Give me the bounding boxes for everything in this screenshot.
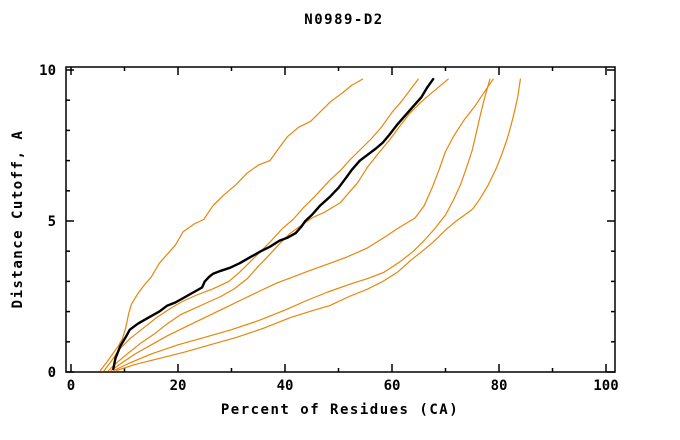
y-axis-label: Distance Cutoff, A (10, 130, 26, 309)
y-tick-label: 0 (48, 365, 56, 381)
y-tick-label: 10 (39, 63, 56, 79)
highlighted-model-curve (112, 77, 435, 371)
chart-title: N0989-D2 (304, 12, 383, 28)
x-tick-label: 20 (170, 378, 187, 394)
plot-layer: 0 20 40 60 80 100 0 5 10 (39, 63, 619, 394)
x-tick-label: 0 (67, 378, 75, 394)
x-tick-label: 60 (384, 378, 401, 394)
model-curve-4 (110, 78, 494, 372)
x-axis-label: Percent of Residues (CA) (221, 402, 459, 418)
x-tick-label: 80 (491, 378, 508, 394)
x-tick-label: 100 (593, 378, 618, 394)
model-curve-1 (99, 78, 364, 372)
model-curve-2 (103, 78, 419, 372)
y-tick-label: 5 (48, 214, 56, 230)
model-curve-5 (113, 78, 491, 372)
model-curve-6 (115, 78, 522, 372)
x-tick-label: 40 (277, 378, 294, 394)
plot-frame (65, 66, 616, 373)
